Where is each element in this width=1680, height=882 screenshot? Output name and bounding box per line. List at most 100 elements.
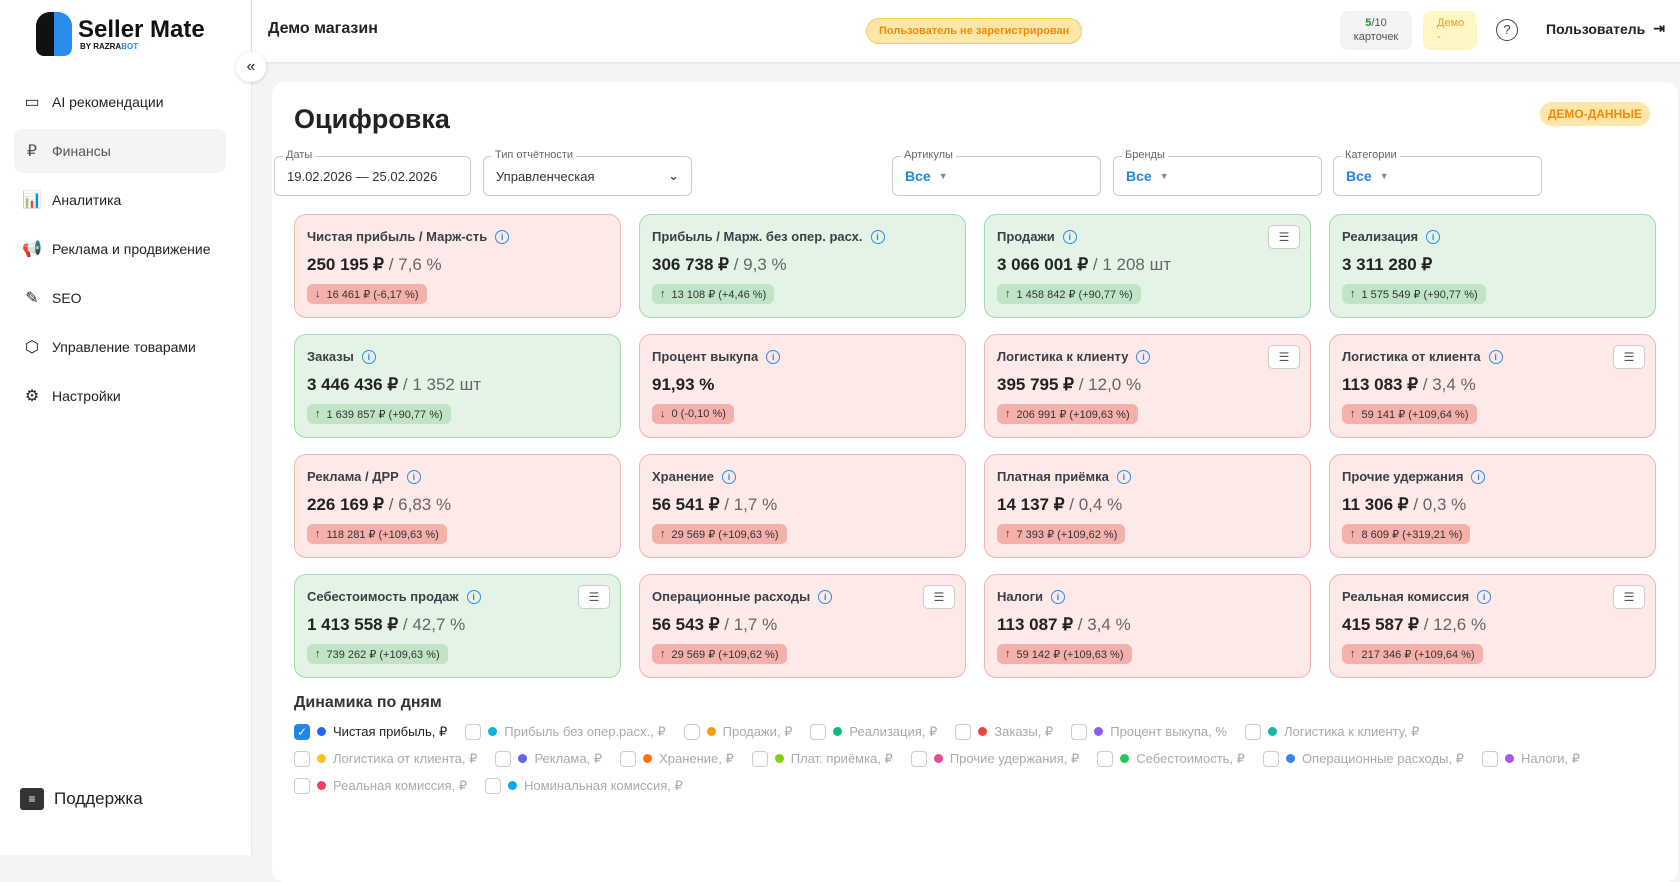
- series-checkbox[interactable]: [683, 723, 700, 740]
- series-toggle[interactable]: Себестоимость, ₽: [1097, 749, 1245, 768]
- card-secondary-value: / 1,7 %: [719, 495, 778, 514]
- articles-select[interactable]: Артикулы Все ▼: [892, 149, 1101, 196]
- series-checkbox[interactable]: [955, 723, 972, 740]
- report-type-select[interactable]: Тип отчётности Управленческая ⌄: [483, 149, 692, 196]
- series-toggle[interactable]: Реализация, ₽: [810, 722, 937, 741]
- info-icon[interactable]: i: [818, 589, 833, 604]
- card-secondary-value: / 3,4 %: [1418, 375, 1476, 394]
- demo-tariff[interactable]: Демо -: [1423, 11, 1477, 50]
- categories-select[interactable]: Категории Все ▼: [1333, 149, 1542, 196]
- sidebar: Seller Mate BY RAZRABOT ▭ AI рекомендации…: [0, 0, 252, 855]
- sidebar-item-1[interactable]: ₽ Финансы: [14, 129, 226, 173]
- info-icon[interactable]: i: [1062, 229, 1077, 244]
- series-checkbox[interactable]: [1244, 723, 1261, 740]
- series-toggle[interactable]: Плат. приёмка, ₽: [751, 749, 893, 768]
- sidebar-item-3[interactable]: 📢 Реклама и продвижение: [14, 227, 226, 271]
- info-icon[interactable]: i: [870, 229, 885, 244]
- delta-badge: ↑ 1 575 549 ₽ (+90,77 %): [1342, 284, 1486, 304]
- info-icon[interactable]: i: [361, 349, 376, 364]
- series-checkbox[interactable]: [1097, 750, 1114, 767]
- info-icon[interactable]: i: [1116, 469, 1131, 484]
- list-details-button[interactable]: ☰: [1613, 345, 1645, 369]
- brands-select[interactable]: Бренды Все ▼: [1113, 149, 1322, 196]
- unregistered-badge[interactable]: Пользователь не зарегистрирован: [866, 18, 1083, 44]
- info-icon[interactable]: i: [1477, 589, 1492, 604]
- series-toggle[interactable]: Логистика к клиенту, ₽: [1244, 722, 1419, 741]
- sidebar-item-2[interactable]: 📊 Аналитика: [14, 178, 226, 222]
- series-checkbox[interactable]: [1481, 750, 1498, 767]
- series-checkbox[interactable]: [495, 750, 512, 767]
- series-toggle[interactable]: Прибыль без опер.расх., ₽: [465, 722, 666, 741]
- series-toggle[interactable]: Логистика от клиента, ₽: [294, 749, 477, 768]
- metric-card: Реальная комиссия i ☰ 415 587 ₽ / 12,6 % ↑ 21…: [1329, 574, 1656, 678]
- series-color-dot: [317, 727, 326, 736]
- delta-badge: ↓ 0 (-0,10 %): [652, 404, 734, 424]
- card-secondary-value: / 12,6 %: [1419, 615, 1487, 634]
- sidebar-item-6[interactable]: ⚙ Настройки: [14, 374, 226, 418]
- info-icon[interactable]: i: [722, 469, 736, 484]
- list-details-button[interactable]: ☰: [1268, 225, 1300, 249]
- support-button[interactable]: ≡ Поддержка: [20, 788, 143, 810]
- categories-value: Все: [1346, 168, 1372, 184]
- series-checkbox[interactable]: [751, 750, 768, 767]
- card-main-value: 91,93 %: [652, 375, 715, 394]
- series-checkbox[interactable]: ✓: [294, 723, 310, 740]
- series-checkbox[interactable]: [465, 723, 482, 740]
- logout-icon[interactable]: ⇥: [1653, 20, 1666, 36]
- sidebar-item-0[interactable]: ▭ AI рекомендации: [14, 80, 226, 124]
- series-toggle[interactable]: Номинальная комиссия, ₽: [485, 776, 683, 795]
- info-icon[interactable]: i: [406, 469, 421, 484]
- info-icon[interactable]: i: [1426, 229, 1441, 244]
- list-details-button[interactable]: ☰: [923, 585, 955, 609]
- info-icon[interactable]: i: [1136, 349, 1151, 364]
- sidebar-item-4[interactable]: ✎ SEO: [14, 276, 226, 320]
- series-checkbox[interactable]: [910, 750, 927, 767]
- info-icon[interactable]: i: [1051, 589, 1066, 604]
- series-checkbox[interactable]: [1262, 750, 1279, 767]
- series-checkbox[interactable]: [810, 723, 827, 740]
- series-toggle[interactable]: Процент выкупа, %: [1071, 722, 1227, 741]
- info-icon[interactable]: i: [1488, 349, 1503, 364]
- info-icon[interactable]: i: [495, 229, 510, 244]
- series-checkbox[interactable]: [620, 750, 637, 767]
- series-checkbox[interactable]: [294, 750, 310, 767]
- sidebar-item-label: Аналитика: [52, 192, 122, 208]
- collapse-sidebar-button[interactable]: «: [236, 52, 266, 82]
- series-toggle[interactable]: Хранение, ₽: [620, 749, 734, 768]
- series-checkbox[interactable]: [294, 777, 310, 794]
- series-label: Номинальная комиссия, ₽: [524, 777, 683, 793]
- info-icon[interactable]: i: [466, 589, 481, 604]
- series-toggle[interactable]: ✓ Чистая прибыль, ₽: [294, 722, 447, 741]
- list-details-button[interactable]: ☰: [578, 585, 610, 609]
- series-toggle[interactable]: Реклама, ₽: [495, 749, 602, 768]
- cards-counter: 5/10 карточек: [1340, 11, 1412, 50]
- info-icon[interactable]: i: [766, 349, 781, 364]
- delta-badge: ↑ 8 609 ₽ (+319,21 %): [1342, 524, 1471, 544]
- card-value: 250 195 ₽ / 7,6 %: [307, 255, 608, 275]
- metric-cards: Чистая прибыль / Марж-сть i 250 195 ₽ / 7,…: [294, 214, 1656, 678]
- series-checkbox[interactable]: [485, 777, 502, 794]
- demo-data-badge: ДЕМО-ДАННЫЕ: [1539, 102, 1650, 126]
- arrow-up-icon: ↑: [660, 528, 666, 540]
- ruble-icon: ₽: [26, 143, 38, 160]
- card-title: Хранение i: [652, 469, 953, 484]
- list-details-button[interactable]: ☰: [1613, 585, 1645, 609]
- info-icon[interactable]: i: [1471, 469, 1486, 484]
- series-toggle[interactable]: Реальная комиссия, ₽: [294, 776, 467, 795]
- series-toggle[interactable]: Продажи, ₽: [683, 722, 792, 741]
- series-toggle[interactable]: Налоги, ₽: [1481, 749, 1580, 768]
- sidebar-item-5[interactable]: ⬡ Управление товарами: [14, 325, 226, 369]
- dates-field[interactable]: Даты 19.02.2026 — 25.02.2026: [274, 149, 471, 196]
- series-toggle[interactable]: Операционные расходы, ₽: [1262, 749, 1464, 768]
- card-title: Операционные расходы i: [652, 589, 953, 604]
- list-details-button[interactable]: ☰: [1268, 345, 1300, 369]
- help-icon[interactable]: ?: [1496, 19, 1518, 41]
- series-toggle[interactable]: Заказы, ₽: [955, 722, 1053, 741]
- series-toggle[interactable]: Прочие удержания, ₽: [910, 749, 1079, 768]
- user-menu[interactable]: Пользователь ⇥: [1546, 20, 1665, 37]
- logo[interactable]: Seller Mate BY RAZRABOT: [36, 12, 205, 56]
- metric-card: Реклама / ДРР i 226 169 ₽ / 6,83 % ↑ 118 281…: [294, 454, 621, 558]
- series-checkbox[interactable]: [1071, 723, 1088, 740]
- card-secondary-value: / 1 208 шт: [1088, 255, 1172, 274]
- card-main-value: 113 087 ₽: [997, 615, 1074, 634]
